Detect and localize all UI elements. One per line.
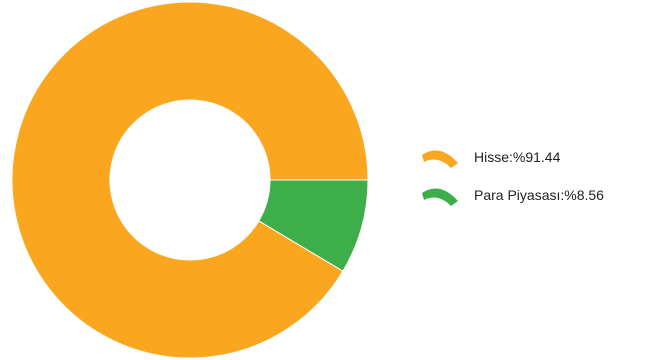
legend-swatch-para-piyasasi-shape [422, 188, 458, 206]
legend: Hisse:%91.44 Para Piyasası:%8.56 [420, 143, 604, 219]
legend-swatch-hisse-icon [422, 150, 458, 168]
legend-label-hisse: Hisse:%91.44 [474, 149, 561, 165]
legend-swatch-hisse-shape [422, 150, 458, 168]
legend-item-hisse[interactable]: Hisse:%91.44 [420, 143, 604, 171]
legend-label-para-piyasasi: Para Piyasası:%8.56 [474, 187, 604, 203]
slices-group [11, 1, 369, 359]
legend-swatch-para-piyasasi-icon [422, 188, 458, 206]
legend-item-para-piyasasi[interactable]: Para Piyasası:%8.56 [420, 181, 604, 209]
slice-hisse[interactable] [11, 1, 369, 359]
